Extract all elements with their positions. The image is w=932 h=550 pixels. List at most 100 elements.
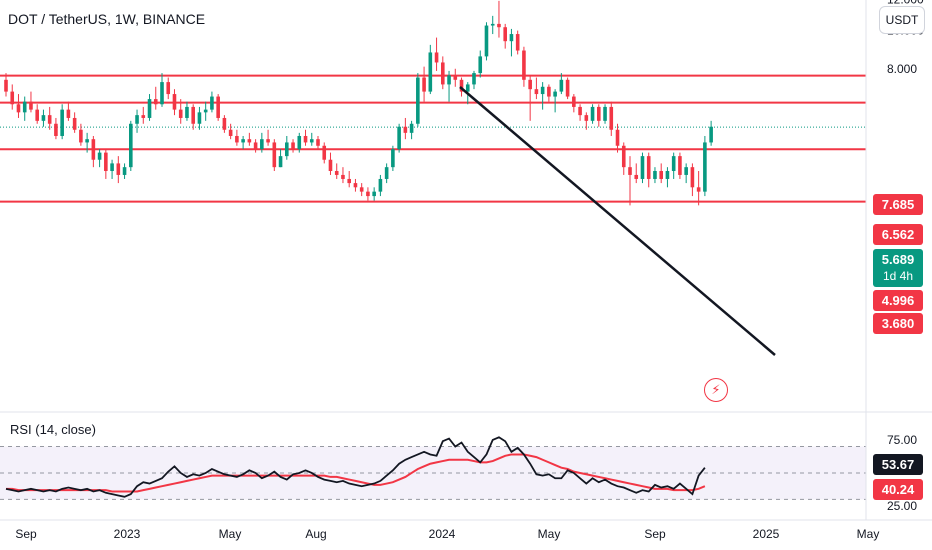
candle-body bbox=[303, 135, 308, 143]
candle bbox=[110, 159, 114, 179]
candle bbox=[472, 70, 476, 90]
candle bbox=[104, 149, 108, 179]
price-pane[interactable] bbox=[0, 0, 866, 356]
candle-body bbox=[559, 79, 564, 92]
candle-body bbox=[91, 139, 96, 160]
rsi-line bbox=[5, 436, 706, 498]
candle-body bbox=[478, 56, 483, 74]
candle-body bbox=[628, 167, 632, 175]
candle bbox=[665, 167, 670, 188]
candle bbox=[391, 145, 395, 172]
candle bbox=[278, 149, 283, 168]
candle bbox=[66, 101, 71, 121]
time-tick-label: Sep bbox=[15, 527, 37, 541]
candle-body bbox=[590, 106, 595, 121]
candle-body bbox=[160, 82, 164, 105]
candle-body bbox=[116, 163, 121, 175]
candle-body bbox=[441, 62, 445, 85]
candle bbox=[334, 163, 339, 179]
candle bbox=[634, 163, 639, 184]
candle-body bbox=[228, 129, 233, 136]
candle bbox=[503, 23, 507, 49]
candle-body bbox=[41, 115, 46, 121]
candle-body bbox=[709, 126, 713, 143]
candle bbox=[709, 120, 713, 146]
candle-body bbox=[528, 79, 532, 90]
candle-body bbox=[615, 129, 620, 146]
candle-body bbox=[210, 96, 214, 110]
time-tick-label: 2025 bbox=[753, 527, 780, 541]
candle bbox=[434, 37, 439, 71]
candle-body bbox=[110, 163, 114, 172]
time-tick-label: Aug bbox=[305, 527, 326, 541]
candle bbox=[372, 187, 376, 201]
time-tick-label: May bbox=[538, 527, 561, 541]
candle bbox=[253, 139, 258, 153]
rsi-indicator-label[interactable]: RSI (14, close) bbox=[8, 422, 98, 437]
level-tag-7685: 7.685 bbox=[873, 194, 923, 215]
candle bbox=[696, 171, 701, 206]
candle bbox=[322, 142, 327, 164]
candle bbox=[85, 132, 89, 153]
candle bbox=[153, 86, 158, 110]
candle bbox=[628, 156, 632, 206]
candle bbox=[522, 46, 526, 87]
price-tick-label: 8.000 bbox=[887, 62, 917, 76]
level-tag-4996: 4.996 bbox=[873, 290, 923, 311]
candle bbox=[478, 50, 483, 78]
candle-body bbox=[235, 135, 239, 143]
candle-body bbox=[297, 135, 302, 150]
candle bbox=[578, 104, 582, 121]
flash-icon[interactable]: ⚡ bbox=[704, 378, 728, 402]
candle bbox=[515, 30, 520, 55]
candle bbox=[528, 75, 532, 121]
candle-body bbox=[646, 156, 651, 179]
candle-body bbox=[79, 129, 83, 143]
candle bbox=[509, 28, 514, 57]
candle-body bbox=[60, 109, 64, 136]
candle bbox=[353, 178, 358, 192]
candle bbox=[166, 77, 171, 100]
price-tick-label: 12.000 bbox=[887, 0, 924, 6]
candle bbox=[291, 139, 295, 153]
candle bbox=[422, 66, 426, 102]
candle-body bbox=[503, 27, 507, 42]
candle-body bbox=[497, 23, 501, 28]
candle-body bbox=[347, 178, 351, 184]
candle bbox=[690, 163, 695, 197]
candle bbox=[590, 104, 595, 124]
currency-button[interactable]: USDT bbox=[879, 6, 925, 34]
candle bbox=[646, 152, 651, 188]
candle bbox=[428, 44, 433, 95]
rsi-pane[interactable] bbox=[0, 436, 866, 500]
candle bbox=[297, 132, 302, 153]
candle-body bbox=[10, 91, 15, 105]
candle-body bbox=[534, 89, 539, 95]
candle-body bbox=[572, 96, 576, 107]
candle-body bbox=[640, 156, 645, 179]
candle-body bbox=[47, 115, 52, 124]
downtrend-line bbox=[459, 86, 776, 356]
candle bbox=[484, 22, 489, 61]
candle bbox=[547, 84, 551, 102]
candle-body bbox=[409, 123, 414, 133]
candle-body bbox=[185, 106, 189, 118]
candle bbox=[653, 167, 657, 184]
candle-body bbox=[272, 142, 277, 168]
candle-body bbox=[322, 145, 327, 160]
level-tag-3680: 3.680 bbox=[873, 313, 923, 334]
candle-body bbox=[122, 167, 127, 175]
candle-body bbox=[266, 139, 270, 143]
candle-body bbox=[222, 117, 227, 130]
candle bbox=[191, 104, 195, 130]
candle bbox=[384, 163, 389, 184]
candle bbox=[584, 112, 589, 130]
candle-body bbox=[359, 187, 364, 192]
candle-body bbox=[522, 50, 526, 80]
candle bbox=[172, 89, 177, 116]
candle-body bbox=[490, 23, 495, 26]
candle bbox=[160, 73, 164, 107]
candle-body bbox=[66, 109, 71, 118]
time-tick-label: 2023 bbox=[114, 527, 141, 541]
